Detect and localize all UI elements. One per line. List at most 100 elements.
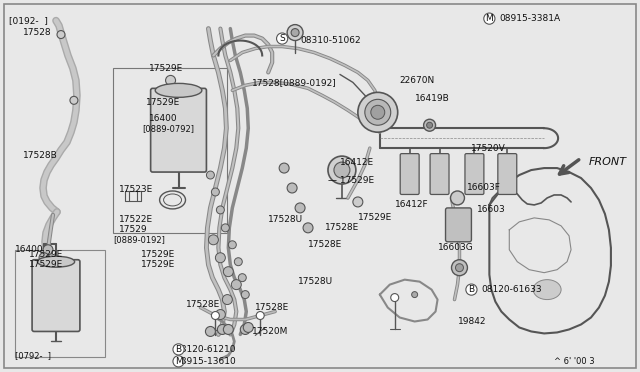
Circle shape [256, 311, 264, 320]
Text: 17528E: 17528E [308, 240, 342, 249]
Circle shape [228, 241, 236, 249]
Text: FRONT: FRONT [589, 157, 627, 167]
FancyBboxPatch shape [445, 208, 472, 242]
Circle shape [287, 183, 297, 193]
Text: 17523E: 17523E [119, 186, 153, 195]
Text: 17529E: 17529E [358, 214, 392, 222]
Circle shape [207, 171, 214, 179]
Bar [15, 250, 105, 357]
Circle shape [43, 245, 53, 255]
Text: [0889-0792]: [0889-0792] [143, 124, 195, 133]
Circle shape [211, 311, 220, 320]
Circle shape [216, 310, 225, 320]
Circle shape [365, 99, 391, 125]
Ellipse shape [156, 83, 202, 97]
Text: 22670N: 22670N [400, 76, 435, 85]
Text: 17529: 17529 [119, 225, 147, 234]
Text: 17520M: 17520M [252, 327, 289, 336]
Circle shape [424, 119, 436, 131]
Text: 16412F: 16412F [395, 201, 428, 209]
Circle shape [234, 258, 243, 266]
FancyBboxPatch shape [498, 154, 516, 195]
Circle shape [456, 264, 463, 272]
Text: 17528[0889-0192]: 17528[0889-0192] [252, 78, 337, 87]
Text: [0192-  ]: [0192- ] [9, 16, 48, 25]
Text: 17528E: 17528E [186, 300, 220, 309]
Circle shape [353, 197, 363, 207]
Text: 17528B: 17528B [23, 151, 58, 160]
Text: — 17529E: — 17529E [328, 176, 374, 185]
Text: 17529E: 17529E [141, 250, 175, 259]
Circle shape [451, 260, 467, 276]
Text: 08310-51062: 08310-51062 [300, 36, 361, 45]
Circle shape [221, 224, 229, 232]
Circle shape [231, 280, 241, 290]
Circle shape [334, 162, 350, 178]
Circle shape [243, 323, 253, 333]
Circle shape [287, 25, 303, 41]
Circle shape [216, 253, 225, 263]
Text: M: M [175, 357, 182, 366]
Circle shape [166, 76, 175, 86]
Circle shape [57, 31, 65, 39]
Text: 17529E: 17529E [141, 260, 175, 269]
FancyBboxPatch shape [32, 260, 80, 331]
Text: 16603G: 16603G [438, 243, 474, 252]
Circle shape [295, 203, 305, 213]
Text: 17528E: 17528E [325, 223, 359, 232]
Circle shape [209, 235, 218, 245]
Circle shape [39, 253, 49, 263]
Text: 17528U: 17528U [298, 277, 333, 286]
Circle shape [211, 188, 220, 196]
Text: S: S [279, 34, 285, 43]
Ellipse shape [37, 256, 75, 267]
Text: 16603F: 16603F [467, 183, 501, 192]
Text: 16419B: 16419B [415, 94, 449, 103]
Text: 17528: 17528 [23, 28, 52, 37]
Text: 17529E: 17529E [29, 250, 63, 259]
FancyBboxPatch shape [465, 154, 484, 195]
Text: 17529E: 17529E [148, 64, 183, 73]
Text: 16400: 16400 [15, 245, 44, 254]
Circle shape [279, 163, 289, 173]
Text: 08120-61633: 08120-61633 [481, 285, 542, 294]
Circle shape [205, 327, 216, 336]
Text: B: B [175, 345, 182, 354]
Circle shape [427, 122, 433, 128]
Text: B: B [468, 285, 474, 294]
Text: 19842: 19842 [458, 317, 486, 326]
FancyBboxPatch shape [400, 154, 419, 195]
Ellipse shape [533, 280, 561, 299]
Text: 16412E: 16412E [340, 158, 374, 167]
Text: [0889-0192]: [0889-0192] [113, 235, 164, 244]
Text: [0792-  ]: [0792- ] [15, 351, 51, 360]
Text: 08915-3381A: 08915-3381A [499, 14, 561, 23]
FancyBboxPatch shape [150, 89, 207, 172]
Circle shape [70, 96, 78, 104]
Text: 17520V: 17520V [472, 144, 506, 153]
Circle shape [218, 324, 227, 334]
Circle shape [451, 191, 465, 205]
Circle shape [391, 294, 399, 302]
Text: ^ 6' '00 3: ^ 6' '00 3 [554, 357, 595, 366]
Circle shape [291, 29, 299, 36]
Circle shape [303, 223, 313, 233]
Bar [113, 68, 227, 233]
Circle shape [223, 324, 234, 334]
Text: 17529E: 17529E [146, 98, 180, 107]
Text: 16400: 16400 [148, 114, 177, 123]
Text: 17528E: 17528E [255, 303, 289, 312]
Circle shape [412, 292, 418, 298]
Circle shape [328, 156, 356, 184]
Circle shape [240, 324, 250, 334]
Text: 08120-61210: 08120-61210 [175, 345, 236, 354]
Circle shape [238, 274, 246, 282]
Text: 16603: 16603 [477, 205, 506, 214]
Circle shape [223, 267, 234, 277]
Text: M: M [486, 14, 493, 23]
Circle shape [216, 206, 225, 214]
FancyBboxPatch shape [430, 154, 449, 195]
Text: 17528U: 17528U [268, 215, 303, 224]
Circle shape [241, 291, 249, 299]
Text: 17522E: 17522E [119, 215, 153, 224]
